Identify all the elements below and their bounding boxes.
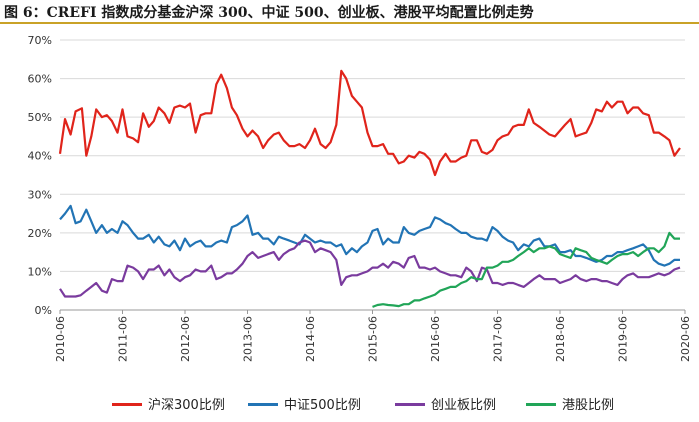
series-line-hk [372,231,680,308]
series-line-cyb [59,239,681,298]
legend-swatch [248,403,278,406]
y-tick-label: 20% [28,227,52,240]
legend-label: 港股比例 [562,398,615,413]
y-tick-label: 40% [28,150,52,163]
y-tick-label: 30% [28,188,52,201]
y-tick-label: 10% [28,265,52,278]
legend-label: 中证500比例 [284,398,361,413]
chart-title: 图 6：CREFI 指数成分基金沪深 300、中证 500、创业板、港股平均配置… [4,5,534,21]
y-tick-label: 0% [35,304,52,317]
legend-swatch [112,403,142,406]
x-tick-label: 2013-06 [242,316,255,362]
y-tick-label: 60% [28,73,52,86]
x-tick-label: 2016-06 [429,316,442,362]
x-tick-label: 2018-06 [554,316,567,362]
title-bar: 图 6：CREFI 指数成分基金沪深 300、中证 500、创业板、港股平均配置… [0,0,699,24]
series-line-hs300 [58,69,681,177]
x-tick-label: 2014-06 [304,316,317,362]
x-tick-label: 2017-06 [492,316,505,362]
series-line-zz500 [59,204,680,267]
line-chart: 0% 10% 20% 30% 40% 50% 60% 70% 2010-06 2011-06 201… [28,34,692,362]
x-tick-label: 2011-06 [117,316,130,362]
x-tick-label: 2020-06 [679,316,692,362]
y-tick-label: 70% [28,34,52,47]
legend-swatch [526,403,556,406]
x-tick-label: 2019-06 [617,316,630,362]
legend-label: 沪深300比例 [148,398,225,413]
legend-swatch [395,403,425,406]
x-tick-label: 2012-06 [179,316,192,362]
chart-legend: 沪深300比例 中证500比例 创业板比例 港股比例 [0,392,699,416]
x-tick-label: 2015-06 [367,316,380,362]
legend-label: 创业板比例 [431,398,497,413]
y-tick-label: 50% [28,111,52,124]
x-tick-label: 2010-06 [54,316,67,362]
